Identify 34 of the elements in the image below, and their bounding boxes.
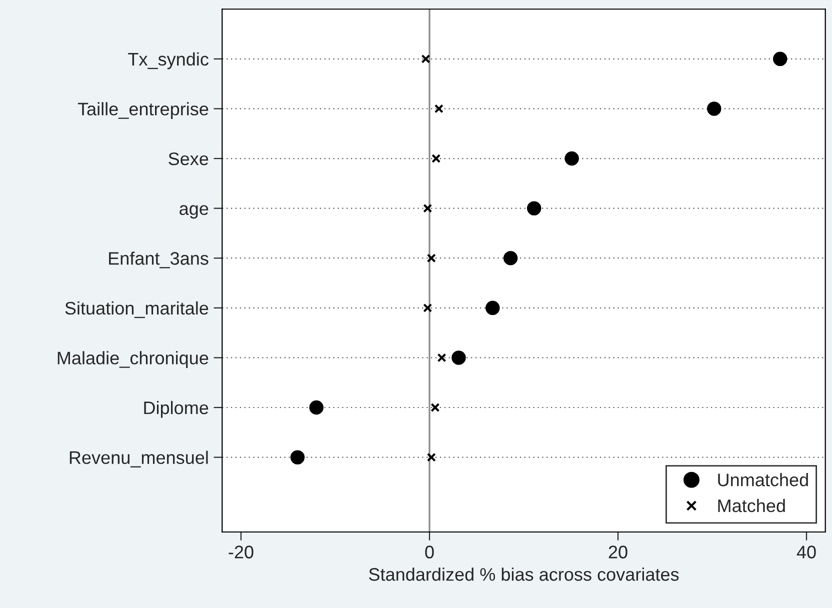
point — [452, 350, 466, 365]
point — [423, 303, 432, 312]
point — [434, 104, 444, 114]
y-tick-label: age — [180, 205, 208, 219]
point — [437, 353, 446, 362]
x-tick-label: 0 — [425, 546, 434, 558]
point — [503, 250, 518, 266]
point — [432, 154, 441, 164]
point — [421, 54, 430, 64]
point — [430, 402, 440, 412]
y-tick-label: Diplome — [144, 400, 208, 418]
point — [426, 452, 436, 462]
point — [290, 450, 305, 464]
legend-label: Matched — [718, 498, 785, 512]
point — [309, 400, 324, 415]
point — [423, 204, 432, 213]
y-tick-label: Situation_maritale — [65, 301, 208, 318]
y-tick-label: Tx_syndic — [128, 52, 208, 70]
y-tick-label: Sexe — [168, 152, 208, 166]
x-tick-label: -20 — [228, 546, 254, 558]
y-tick-label: Taille_entreprise — [78, 102, 208, 120]
point — [486, 300, 500, 316]
legend-label: Unmatched — [718, 473, 808, 486]
y-tick-label: Enfant_3ans — [109, 252, 208, 268]
point — [564, 151, 579, 166]
x-tick-label: 40 — [796, 546, 816, 558]
x-axis-title: Standardized % bias across covariates — [369, 568, 679, 581]
point — [426, 254, 436, 263]
point — [526, 201, 542, 216]
y-tick-label: Revenu_mensuel — [70, 450, 208, 468]
point — [772, 52, 788, 66]
point — [707, 102, 722, 116]
y-tick-label: Maladie_chronique — [58, 351, 208, 368]
x-tick-label: 20 — [608, 546, 628, 558]
